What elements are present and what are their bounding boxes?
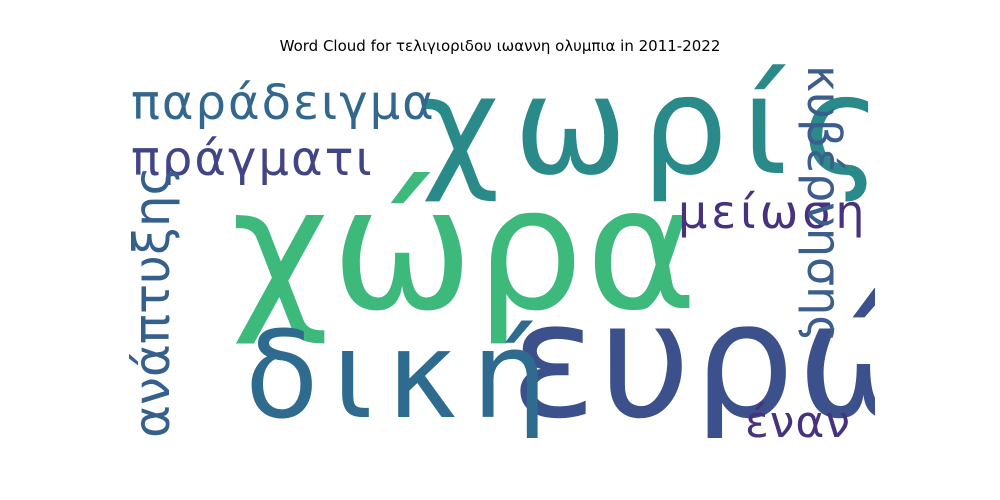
word-pragmati: πράγματι: [131, 131, 374, 187]
word-paradeigma: παράδειγμα: [131, 75, 436, 131]
word-enan: έναν: [745, 397, 851, 439]
word-xora: χώρα: [231, 151, 700, 349]
word-kyvernisis: κυβέρνησης: [797, 65, 851, 343]
word-choris: χωρίς: [421, 63, 875, 206]
word-anaptyxis: ανάπτυξης: [125, 166, 181, 438]
word-cloud: χώρα χωρίς ευρώ δική παράδειγμα πράγματι…: [125, 63, 875, 438]
chart-title: Word Cloud for τελιγιοριδου ιωαννη ολυμπ…: [279, 37, 721, 55]
word-evro: ευρώ: [510, 267, 875, 439]
word-meiosi: μείωση: [678, 185, 869, 239]
word-diki: δική: [245, 307, 562, 438]
